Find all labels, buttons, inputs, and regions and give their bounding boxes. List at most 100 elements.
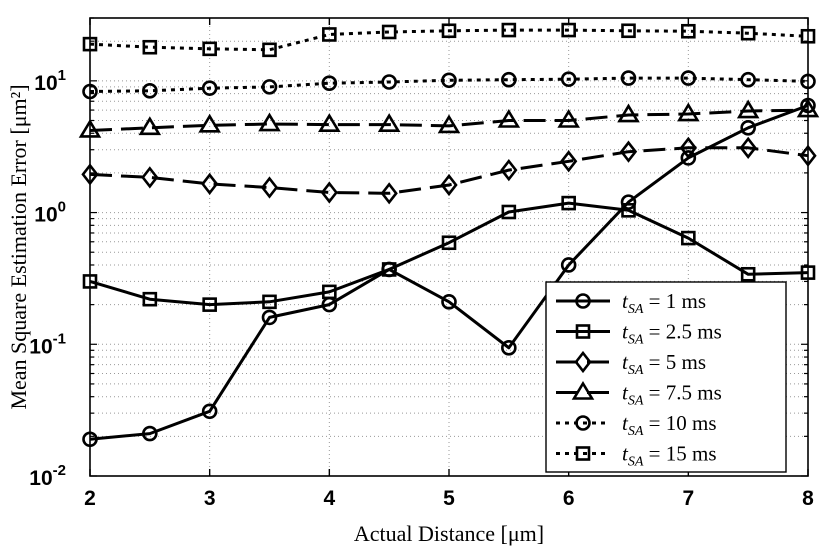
x-axis-label: Actual Distance [μm] [354, 521, 544, 546]
y-tick-label: 10-2 [29, 462, 66, 490]
axis-ticks [89, 17, 809, 477]
legend-marker [574, 350, 592, 374]
data-point [262, 42, 277, 58]
x-tick-label: 2 [84, 487, 96, 510]
data-point [441, 235, 457, 251]
y-tick-label: 10-1 [29, 330, 66, 358]
legend-label: tSA = 7.5 ms [622, 381, 722, 409]
data-point [322, 27, 337, 42]
x-tick-label: 7 [682, 487, 694, 510]
data-point [437, 114, 461, 134]
data-point [680, 70, 697, 86]
data-point [258, 112, 281, 132]
data-point [740, 120, 756, 136]
data-point [320, 181, 338, 204]
series-line [89, 201, 809, 307]
series-2 [82, 195, 816, 312]
data-point [557, 108, 580, 128]
series-layer [78, 22, 820, 448]
data-point [262, 294, 277, 310]
data-point [441, 294, 457, 310]
data-point [679, 136, 697, 159]
data-point [201, 172, 219, 196]
data-point [560, 71, 577, 87]
data-point [142, 291, 158, 307]
data-point [138, 116, 162, 136]
data-point [501, 340, 517, 356]
data-point [619, 140, 638, 163]
y-tick-label: 101 [34, 67, 66, 95]
legend-marker [575, 293, 591, 309]
data-point [621, 23, 636, 39]
data-point [501, 204, 517, 220]
data-point [441, 72, 457, 89]
data-point [201, 80, 218, 96]
legend-label: tSA = 1 ms [622, 289, 706, 317]
data-point [680, 150, 697, 166]
data-point [440, 173, 458, 197]
data-point [560, 150, 578, 173]
data-point [381, 262, 397, 277]
data-point [497, 108, 521, 128]
legend-marker [575, 324, 591, 339]
legend-box [545, 281, 787, 473]
data-point [740, 71, 756, 88]
data-point [381, 24, 397, 40]
data-point [142, 83, 158, 99]
data-point [261, 79, 278, 95]
data-point [560, 257, 577, 273]
legend-label: tSA = 2.5 ms [622, 320, 722, 348]
legend-label: tSA = 10 ms [622, 411, 717, 439]
series-line [89, 28, 809, 52]
data-point [681, 23, 696, 39]
data-point [739, 136, 757, 159]
x-tick-label: 4 [323, 487, 335, 510]
y-tick-label: 100 [34, 199, 66, 227]
series-line [89, 76, 809, 93]
series-line [89, 108, 809, 132]
legend-label: tSA = 15 ms [622, 442, 717, 470]
data-point [260, 176, 279, 199]
data-point [740, 266, 756, 282]
data-point [202, 297, 217, 312]
series-6 [82, 22, 816, 58]
data-point [620, 194, 637, 210]
x-tick-label: 6 [563, 487, 575, 510]
y-axis-label: Mean Square Estimation Error [μm²] [6, 84, 31, 409]
tick-labels: 2 3 4 5 6 7 8 10-2 10-1 100 101 [29, 67, 814, 510]
data-point [198, 113, 221, 133]
data-point [261, 309, 278, 326]
series-4 [78, 98, 820, 138]
data-point [561, 195, 576, 211]
data-point [377, 113, 401, 132]
x-tick-label: 3 [204, 487, 216, 510]
data-point [322, 284, 337, 300]
x-tick-label: 5 [443, 487, 455, 510]
data-point [318, 113, 341, 132]
legend-marker [575, 446, 591, 461]
data-point [501, 71, 517, 88]
data-point [201, 403, 218, 420]
data-point [380, 182, 398, 205]
legend-marker [571, 380, 595, 400]
legend-label: tSA = 5 ms [622, 350, 706, 378]
data-point [681, 230, 696, 246]
data-point [381, 74, 397, 90]
data-point [321, 75, 338, 91]
data-point [677, 102, 700, 122]
data-point [142, 425, 158, 442]
data-point [141, 166, 159, 189]
data-point [617, 103, 640, 123]
data-point [202, 41, 217, 57]
data-point [620, 70, 637, 86]
data-point [736, 99, 760, 119]
data-point [621, 203, 636, 218]
series-line [89, 146, 809, 195]
x-tick-label: 8 [802, 487, 814, 510]
data-point [142, 39, 158, 55]
legend-marker [575, 415, 591, 431]
data-point [501, 22, 517, 38]
data-point [740, 25, 756, 41]
